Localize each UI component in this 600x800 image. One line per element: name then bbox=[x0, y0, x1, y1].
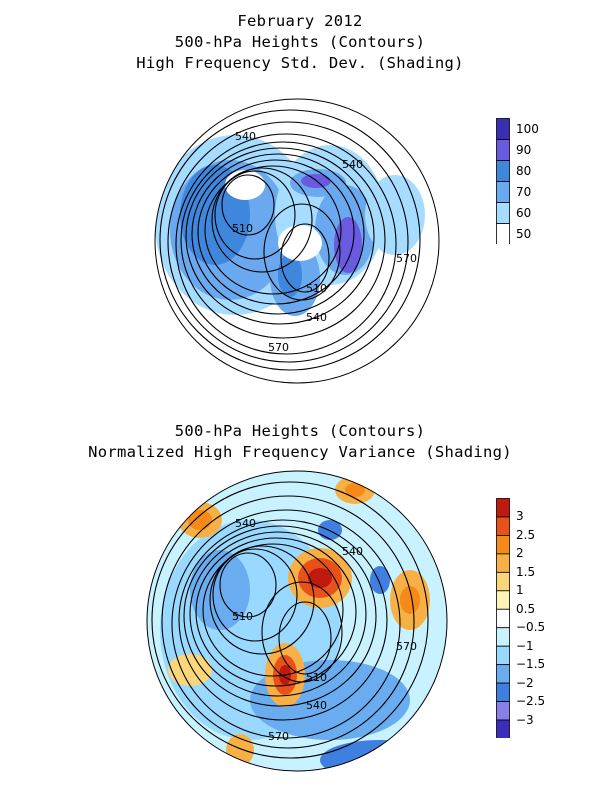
colorbar-swatch bbox=[496, 516, 510, 536]
top-polar-map: 540 540 510 570 510 540 570 bbox=[154, 98, 440, 384]
top-title-line-3: High Frequency Std. Dev. (Shading) bbox=[136, 54, 464, 72]
bottom-contour-label-6: 540 bbox=[306, 699, 327, 712]
top-contour-label-5: 510 bbox=[306, 282, 327, 295]
colorbar-swatch bbox=[496, 535, 510, 555]
colorbar-label: −3 bbox=[516, 712, 534, 727]
top-title-line-2: 500-hPa Heights (Contours) bbox=[174, 33, 426, 51]
top-contour-label-1: 540 bbox=[235, 130, 256, 143]
bottom-contour-label-7: 570 bbox=[268, 730, 289, 743]
colorbar-swatch bbox=[496, 181, 510, 203]
colorbar-label: −2.5 bbox=[516, 694, 546, 709]
colorbar-swatch bbox=[496, 553, 510, 573]
bottom-title-line-2: Normalized High Frequency Variance (Shad… bbox=[88, 443, 512, 461]
colorbar-label: 90 bbox=[516, 142, 532, 157]
colorbar-swatch bbox=[496, 664, 510, 684]
top-contour-label-7: 570 bbox=[268, 341, 289, 354]
colorbar-label: 60 bbox=[516, 205, 532, 220]
colorbar-label: 3 bbox=[516, 509, 524, 524]
colorbar-label: 70 bbox=[516, 184, 532, 199]
top-colorbar bbox=[496, 118, 510, 245]
colorbar-swatch bbox=[496, 571, 510, 592]
colorbar-swatch bbox=[496, 701, 510, 721]
colorbar-label: 80 bbox=[516, 163, 532, 178]
colorbar-swatch bbox=[496, 719, 510, 739]
top-contour-label-2: 540 bbox=[342, 158, 363, 171]
bottom-contour-label-4: 570 bbox=[396, 640, 417, 653]
colorbar-label: −2 bbox=[516, 675, 534, 690]
colorbar-swatch bbox=[496, 223, 510, 245]
colorbar-swatch bbox=[496, 682, 510, 702]
bottom-polar-map: 540 540 510 570 510 540 570 bbox=[146, 470, 448, 772]
colorbar-label: 1.5 bbox=[516, 564, 536, 579]
top-contour-label-3: 510 bbox=[232, 222, 253, 235]
bottom-colorbar bbox=[496, 498, 510, 739]
colorbar-label: −1 bbox=[516, 638, 534, 653]
bottom-contour-label-1: 540 bbox=[235, 517, 256, 530]
colorbar-swatch bbox=[496, 627, 510, 647]
colorbar-swatch bbox=[496, 139, 510, 161]
top-contours bbox=[159, 109, 421, 371]
colorbar-label: 2 bbox=[516, 546, 524, 561]
colorbar-swatch bbox=[496, 590, 510, 610]
colorbar-label: 0.5 bbox=[516, 601, 536, 616]
colorbar-label: 2.5 bbox=[516, 527, 536, 542]
colorbar-swatch bbox=[496, 645, 510, 666]
bottom-contours bbox=[151, 481, 429, 759]
bottom-contour-label-3: 510 bbox=[232, 610, 253, 623]
colorbar-swatch bbox=[496, 608, 510, 629]
bottom-contour-label-2: 540 bbox=[342, 545, 363, 558]
bottom-contour-label-5: 510 bbox=[306, 671, 327, 684]
colorbar-swatch bbox=[496, 160, 510, 182]
colorbar-swatch bbox=[496, 118, 510, 140]
colorbar-label: 1 bbox=[516, 583, 524, 598]
top-title-line-1: February 2012 bbox=[237, 12, 363, 30]
colorbar-swatch bbox=[496, 498, 510, 518]
colorbar-swatch bbox=[496, 202, 510, 224]
colorbar-label: −0.5 bbox=[516, 620, 546, 635]
top-colorbar-swatches bbox=[496, 118, 510, 245]
bottom-title-line-1: 500-hPa Heights (Contours) bbox=[174, 422, 426, 440]
top-contour-label-4: 570 bbox=[396, 252, 417, 265]
top-contour-label-6: 540 bbox=[306, 311, 327, 324]
colorbar-label: 100 bbox=[516, 121, 539, 136]
bottom-colorbar-swatches bbox=[496, 498, 510, 739]
colorbar-label: −1.5 bbox=[516, 657, 546, 672]
colorbar-label: 50 bbox=[516, 226, 532, 241]
